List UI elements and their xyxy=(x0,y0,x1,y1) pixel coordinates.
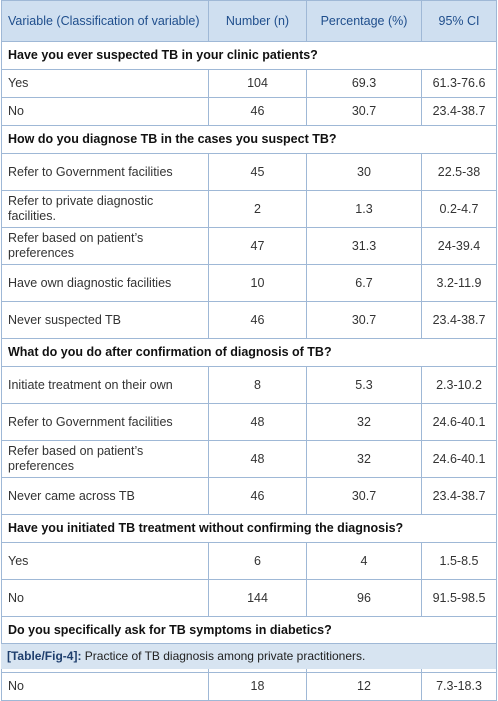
row-number: 6 xyxy=(208,542,307,580)
row-number: 104 xyxy=(208,69,307,98)
row-number: 144 xyxy=(208,579,307,617)
row-number: 8 xyxy=(208,366,307,404)
row-ci: 91.5-98.5 xyxy=(421,579,497,617)
row-label: Refer based on patient’s preferences xyxy=(1,440,209,478)
table-caption: [Table/Fig-4]: Practice of TB diagnosis … xyxy=(1,643,496,669)
row-percentage: 96 xyxy=(306,579,422,617)
row-ci: 24-39.4 xyxy=(421,227,497,265)
caption-text: Practice of TB diagnosis among private p… xyxy=(81,649,366,663)
section-row: Have you initiated TB treatment without … xyxy=(1,514,497,543)
row-label: Never came across TB xyxy=(1,477,209,515)
row-ci: 23.4-38.7 xyxy=(421,97,497,126)
row-label: No xyxy=(1,672,209,701)
row-number: 47 xyxy=(208,227,307,265)
section-row: Do you specifically ask for TB symptoms … xyxy=(1,616,497,645)
row-ci: 22.5-38 xyxy=(421,153,497,191)
row-number: 46 xyxy=(208,477,307,515)
section-title: Do you specifically ask for TB symptoms … xyxy=(1,616,497,645)
row-number: 45 xyxy=(208,153,307,191)
row-label: Yes xyxy=(1,542,209,580)
row-ci: 1.5-8.5 xyxy=(421,542,497,580)
table-row: No 46 30.7 23.4-38.7 xyxy=(1,97,497,126)
row-percentage: 30 xyxy=(306,153,422,191)
table-row: Yes 6 4 1.5-8.5 xyxy=(1,542,497,580)
table-row: Never suspected TB 46 30.7 23.4-38.7 xyxy=(1,301,497,339)
row-number: 48 xyxy=(208,440,307,478)
row-percentage: 4 xyxy=(306,542,422,580)
row-ci: 23.4-38.7 xyxy=(421,477,497,515)
row-number: 46 xyxy=(208,97,307,126)
header-percentage: Percentage (%) xyxy=(306,0,422,42)
row-number: 18 xyxy=(208,672,307,701)
section-row: How do you diagnose TB in the cases you … xyxy=(1,125,497,154)
row-ci: 23.4-38.7 xyxy=(421,301,497,339)
table-row: Refer to private diagnostic facilities. 2… xyxy=(1,190,497,228)
row-label: No xyxy=(1,579,209,617)
table-row: Refer to Government facilities 48 32 24.6-4… xyxy=(1,403,497,441)
row-ci: 0.2-4.7 xyxy=(421,190,497,228)
row-percentage: 31.3 xyxy=(306,227,422,265)
row-ci: 2.3-10.2 xyxy=(421,366,497,404)
header-number: Number (n) xyxy=(208,0,307,42)
section-title: How do you diagnose TB in the cases you … xyxy=(1,125,497,154)
table-row: Refer based on patient’s preferences 48 32… xyxy=(1,440,497,478)
table-row: No 144 96 91.5-98.5 xyxy=(1,579,497,617)
table-header-row: Variable (Classification of variable) Nu… xyxy=(1,0,497,42)
row-percentage: 69.3 xyxy=(306,69,422,98)
row-percentage: 32 xyxy=(306,440,422,478)
table-row: Never came across TB 46 30.7 23.4-38.7 xyxy=(1,477,497,515)
row-label: Yes xyxy=(1,69,209,98)
row-percentage: 6.7 xyxy=(306,264,422,302)
table-row: Refer to Government facilities 45 30 22.5-3… xyxy=(1,153,497,191)
row-label: Refer to private diagnostic facilities. xyxy=(1,190,209,228)
row-ci: 61.3-76.6 xyxy=(421,69,497,98)
section-title: Have you ever suspected TB in your clini… xyxy=(1,41,497,70)
row-label: Never suspected TB xyxy=(1,301,209,339)
row-percentage: 1.3 xyxy=(306,190,422,228)
section-title: Have you initiated TB treatment without … xyxy=(1,514,497,543)
row-ci: 3.2-11.9 xyxy=(421,264,497,302)
row-percentage: 12 xyxy=(306,672,422,701)
header-ci: 95% CI xyxy=(421,0,497,42)
row-ci: 24.6-40.1 xyxy=(421,403,497,441)
table-row: No 18 12 7.3-18.3 xyxy=(1,672,497,701)
table-row: Refer based on patient’s preferences 47 31… xyxy=(1,227,497,265)
section-row: What do you do after confirmation of dia… xyxy=(1,338,497,367)
row-label: Initiate treatment on their own xyxy=(1,366,209,404)
header-variable: Variable (Classification of variable) xyxy=(1,0,209,42)
table-row: Initiate treatment on their own 8 5.3 2.3-1… xyxy=(1,366,497,404)
row-percentage: 32 xyxy=(306,403,422,441)
row-number: 48 xyxy=(208,403,307,441)
section-title: What do you do after confirmation of dia… xyxy=(1,338,497,367)
table-row: Yes 104 69.3 61.3-76.6 xyxy=(1,69,497,98)
row-label: Refer to Government facilities xyxy=(1,403,209,441)
row-number: 46 xyxy=(208,301,307,339)
section-row: Have you ever suspected TB in your clini… xyxy=(1,41,497,70)
row-percentage: 30.7 xyxy=(306,97,422,126)
row-percentage: 30.7 xyxy=(306,477,422,515)
row-label: Refer to Government facilities xyxy=(1,153,209,191)
row-percentage: 5.3 xyxy=(306,366,422,404)
row-percentage: 30.7 xyxy=(306,301,422,339)
caption-tag: [Table/Fig-4]: xyxy=(7,649,82,663)
row-number: 10 xyxy=(208,264,307,302)
row-number: 2 xyxy=(208,190,307,228)
table-row: Have own diagnostic facilities 10 6.7 3.2-1… xyxy=(1,264,497,302)
row-label: No xyxy=(1,97,209,126)
row-label: Have own diagnostic facilities xyxy=(1,264,209,302)
row-ci: 24.6-40.1 xyxy=(421,440,497,478)
table-body: Have you ever suspected TB in your clini… xyxy=(1,41,497,701)
row-label: Refer based on patient’s preferences xyxy=(1,227,209,265)
row-ci: 7.3-18.3 xyxy=(421,672,497,701)
